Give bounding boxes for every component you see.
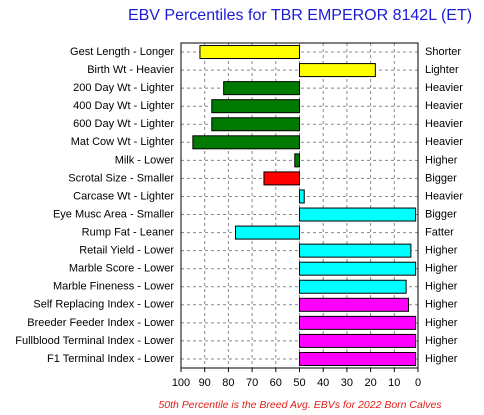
right-label: Shorter bbox=[425, 46, 461, 58]
right-label: Higher bbox=[425, 335, 458, 347]
category-label: Fullblood Terminal Index - Lower bbox=[15, 335, 174, 347]
right-label: Heavier bbox=[425, 118, 463, 130]
bar bbox=[211, 117, 300, 132]
chart-title: EBV Percentiles for TBR EMPEROR 8142L (E… bbox=[128, 7, 472, 24]
category-label: Retail Yield - Lower bbox=[79, 245, 174, 257]
bar bbox=[263, 171, 301, 186]
right-label: Higher bbox=[425, 317, 458, 329]
bar bbox=[299, 333, 417, 348]
right-label: Higher bbox=[425, 299, 458, 311]
right-label: Higher bbox=[425, 353, 458, 365]
right-label: Heavier bbox=[425, 82, 463, 94]
category-label: Mat Cow Wt - Lighter bbox=[71, 136, 175, 148]
right-label: Heavier bbox=[425, 136, 463, 148]
category-label: Breeder Feeder Index - Lower bbox=[27, 317, 174, 329]
category-label: Rump Fat - Leaner bbox=[82, 226, 175, 238]
category-label: F1 Terminal Index - Lower bbox=[47, 353, 174, 365]
right-label: Bigger bbox=[425, 172, 457, 184]
bar bbox=[235, 225, 300, 240]
x-tick-label: 50 bbox=[293, 377, 305, 389]
x-tick-label: 70 bbox=[246, 377, 258, 389]
right-label: Fatter bbox=[425, 226, 454, 238]
bar bbox=[294, 153, 301, 168]
x-tick-label: 10 bbox=[388, 377, 400, 389]
right-label: Higher bbox=[425, 154, 458, 166]
bar bbox=[299, 297, 410, 312]
bar bbox=[299, 63, 376, 78]
right-label: Higher bbox=[425, 245, 458, 257]
category-label: Gest Length - Longer bbox=[70, 46, 174, 58]
right-label: Higher bbox=[425, 263, 458, 275]
x-tick-label: 90 bbox=[199, 377, 211, 389]
x-tick-label: 100 bbox=[172, 377, 190, 389]
right-label: Heavier bbox=[425, 100, 463, 112]
bar bbox=[299, 261, 417, 276]
category-label: Milk - Lower bbox=[115, 154, 175, 166]
category-label: Scrotal Size - Smaller bbox=[68, 172, 174, 184]
category-label: Marble Score - Lower bbox=[69, 263, 174, 275]
right-label: Heavier bbox=[425, 190, 463, 202]
right-label: Lighter bbox=[425, 64, 459, 76]
bar bbox=[299, 279, 407, 294]
category-label: Marble Fineness - Lower bbox=[53, 281, 174, 293]
right-label: Bigger bbox=[425, 208, 457, 220]
category-label: 400 Day Wt - Lighter bbox=[73, 100, 174, 112]
x-tick-label: 0 bbox=[415, 377, 421, 389]
category-label: 200 Day Wt - Lighter bbox=[73, 82, 174, 94]
category-label: Birth Wt - Heavier bbox=[87, 64, 174, 76]
bar bbox=[199, 45, 301, 60]
bar bbox=[299, 207, 417, 222]
plot-frame bbox=[180, 42, 419, 369]
right-label: Higher bbox=[425, 281, 458, 293]
bar bbox=[192, 135, 301, 150]
bar bbox=[299, 351, 417, 366]
category-label: Carcase Wt - Lighter bbox=[73, 190, 174, 202]
x-tick-label: 20 bbox=[364, 377, 376, 389]
category-label: 600 Day Wt - Lighter bbox=[73, 118, 174, 130]
bar bbox=[223, 81, 300, 96]
bar bbox=[299, 315, 417, 330]
footnote: 50th Percentile is the Breed Avg. EBVs f… bbox=[158, 399, 442, 411]
bar bbox=[299, 189, 305, 204]
x-tick-label: 80 bbox=[222, 377, 234, 389]
x-tick-label: 60 bbox=[270, 377, 282, 389]
bar bbox=[211, 99, 300, 114]
bar bbox=[299, 243, 412, 258]
category-label: Eye Musc Area - Smaller bbox=[53, 208, 174, 220]
x-tick-label: 40 bbox=[317, 377, 329, 389]
x-tick-label: 30 bbox=[341, 377, 353, 389]
category-label: Self Replacing Index - Lower bbox=[33, 299, 174, 311]
